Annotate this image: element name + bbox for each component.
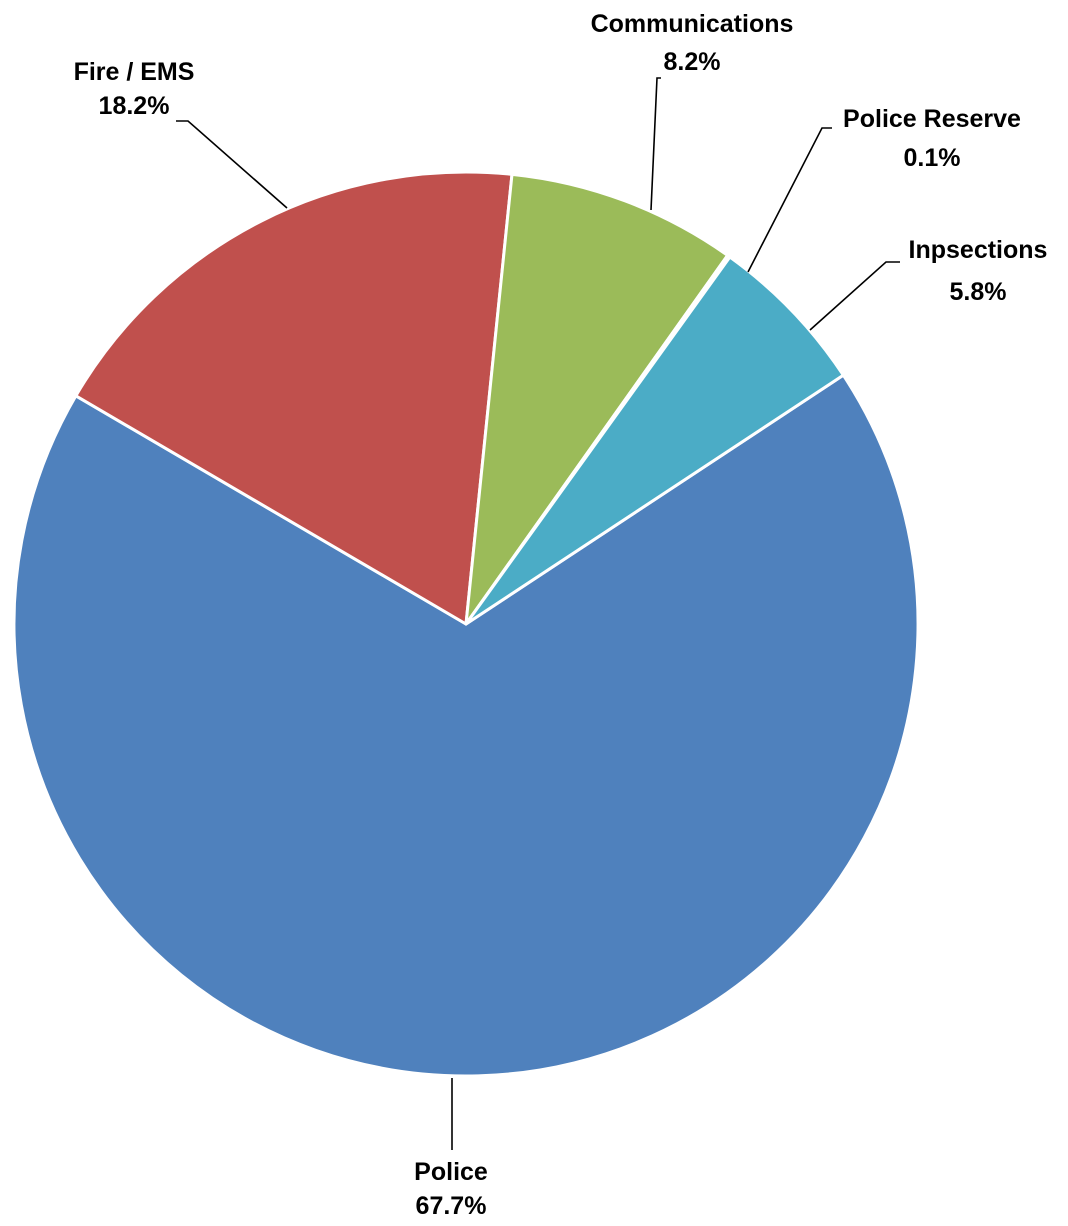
label-inspections-name: Inpsections xyxy=(909,236,1048,264)
pie-slices xyxy=(12,170,920,1078)
label-fire-ems-name: Fire / EMS xyxy=(74,58,195,86)
label-communications-value: 8.2% xyxy=(664,48,721,76)
label-fire-ems-value: 18.2% xyxy=(99,92,170,120)
leader-line-fire-ems xyxy=(176,120,288,209)
label-communications-name: Communications xyxy=(591,10,794,38)
pie-slice-communications xyxy=(464,172,730,626)
data-labels: Police 67.7% Fire / EMS 18.2% Communicat… xyxy=(74,10,1048,1220)
pie-slice-police xyxy=(12,373,920,1078)
label-police-name: Police xyxy=(414,1158,488,1186)
pie-slice-inspections xyxy=(464,255,845,626)
label-inspections-value: 5.8% xyxy=(950,278,1007,306)
label-police-reserve-name: Police Reserve xyxy=(843,105,1021,133)
label-police-value: 67.7% xyxy=(416,1192,487,1220)
leader-line-communications xyxy=(650,77,661,211)
leader-line-inspections xyxy=(809,261,900,331)
label-police-reserve-value: 0.1% xyxy=(904,144,961,172)
pie-slice-fire-ems xyxy=(74,170,514,626)
leader-line-police-reserve xyxy=(747,127,832,273)
leader-lines xyxy=(176,77,900,1150)
